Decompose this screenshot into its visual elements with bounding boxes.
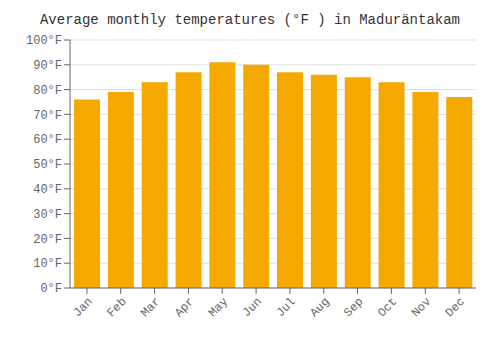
svg-text:Sep: Sep — [341, 295, 366, 320]
svg-text:Nov: Nov — [409, 295, 434, 320]
svg-text:Oct: Oct — [375, 295, 400, 320]
svg-text:20°F: 20°F — [33, 233, 62, 247]
html-text:Average monthly temperatures (: Average monthly temperatures (°F ) in Ma… — [40, 12, 460, 28]
svg-text:Feb: Feb — [104, 295, 129, 320]
svg-text:30°F: 30°F — [33, 208, 62, 222]
svg-text:70°F: 70°F — [33, 109, 62, 123]
svg-text:60°F: 60°F — [33, 133, 62, 147]
svg-text:May: May — [206, 295, 231, 320]
svg-text:Jan: Jan — [71, 295, 96, 320]
svg-text:40°F: 40°F — [33, 183, 62, 197]
svg-text:90°F: 90°F — [33, 59, 62, 73]
svg-text:Jun: Jun — [240, 295, 265, 320]
svg-text:Aug: Aug — [307, 295, 332, 320]
svg-text:10°F: 10°F — [33, 257, 62, 271]
svg-text:80°F: 80°F — [33, 84, 62, 98]
svg-text:0°F: 0°F — [40, 282, 62, 296]
svg-text:100°F: 100°F — [26, 34, 62, 48]
svg-text:Apr: Apr — [172, 295, 197, 320]
svg-text:50°F: 50°F — [33, 158, 62, 172]
svg-text:Jul: Jul — [274, 295, 299, 320]
svg-text:Dec: Dec — [443, 295, 468, 320]
svg-text:Mar: Mar — [138, 295, 163, 320]
